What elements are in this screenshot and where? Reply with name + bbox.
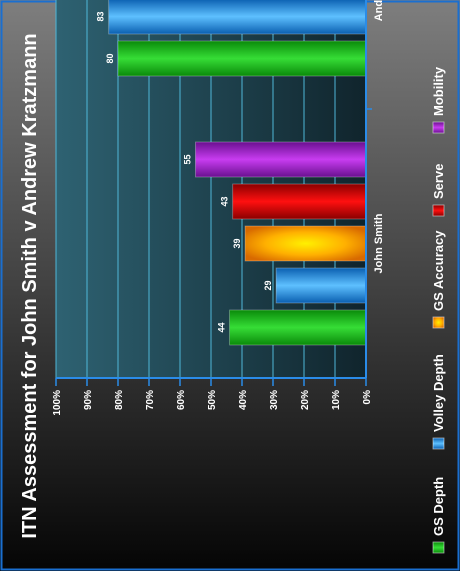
data-label: 39 <box>232 238 242 248</box>
data-label: 83 <box>96 11 106 21</box>
y-tick-label: 90% <box>83 390 94 410</box>
data-label: 80 <box>105 53 115 63</box>
legend-swatch-gs-accuracy <box>432 316 445 329</box>
y-tick-label: 60% <box>176 390 187 410</box>
y-tick-label: 80% <box>114 390 125 410</box>
data-label: 55 <box>183 154 193 164</box>
data-label: 44 <box>217 322 227 332</box>
y-tick-label: 70% <box>145 390 156 410</box>
y-tick-label: 20% <box>300 390 311 410</box>
y-tick-label: 50% <box>207 390 218 410</box>
y-tick-label: 0% <box>362 390 373 405</box>
legend-swatch-gs-depth <box>432 541 445 554</box>
category-label: John Smith <box>373 213 385 273</box>
legend-label-gs-accuracy: GS Accuracy <box>431 230 446 311</box>
bar-volley-depth-john-smith <box>275 267 367 304</box>
y-tick-label: 30% <box>269 390 280 410</box>
bar-gs-depth-john-smith <box>229 309 367 346</box>
bar-gs-accuracy-john-smith <box>244 225 367 262</box>
legend-label-serve: Serve <box>431 164 446 199</box>
bar-volley-depth-andrew-kratzman <box>108 0 367 35</box>
bars-group: 44293943558083789288 <box>96 0 367 346</box>
legend-swatch-volley-depth <box>432 437 445 450</box>
legend-label-mobility: Mobility <box>431 66 446 116</box>
legend-label-gs-depth: GS Depth <box>431 477 446 536</box>
value-axis: 0% 10% 20% 30% 40% 50% 60% 70% 80% 90% 100% <box>52 0 373 416</box>
legend: GS Depth Volley Depth GS Accuracy Serve Mobi… <box>431 66 446 554</box>
category-axis: John Smith Andrew Kratzman <box>373 0 385 273</box>
data-label: 43 <box>220 196 230 206</box>
legend-swatch-serve <box>432 204 445 217</box>
bar-serve-john-smith <box>232 183 367 220</box>
legend-label-volley-depth: Volley Depth <box>431 354 446 432</box>
bar-gs-depth-andrew-kratzman <box>117 40 367 77</box>
data-label: 29 <box>263 280 273 290</box>
y-tick-label: 10% <box>331 390 342 410</box>
bar-mobility-john-smith <box>195 141 367 178</box>
category-label: Andrew Kratzman <box>373 0 385 21</box>
y-tick-label: 40% <box>238 390 249 410</box>
legend-swatch-mobility <box>432 121 445 134</box>
chart-title: ITN Assessment for John Smith v Andrew K… <box>19 33 41 538</box>
y-tick-label: 100% <box>52 390 63 416</box>
